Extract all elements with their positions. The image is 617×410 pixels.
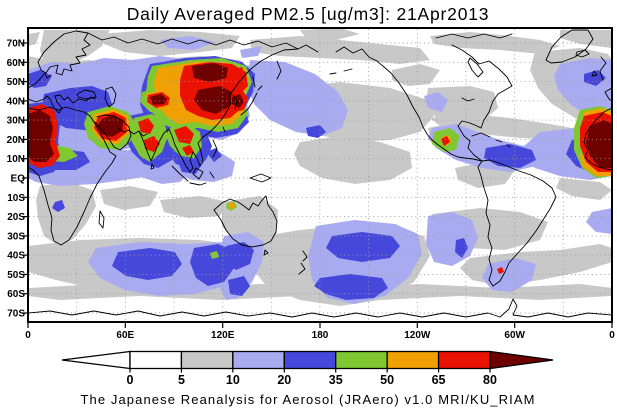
- colorbar-tick-label: 20: [277, 373, 291, 387]
- lat-tick-label: 60N: [7, 58, 25, 69]
- colorbar-labels: 0 5 10 20 35 50 65 80: [127, 373, 497, 387]
- colorbar-tick-label: 5: [178, 373, 185, 387]
- lat-tick-label: 30S: [7, 231, 25, 242]
- axis-ticks: [22, 42, 613, 328]
- colorbar-segment: [386, 350, 440, 370]
- colorbar-segment: [437, 350, 491, 370]
- colorbar-segment: [129, 350, 183, 370]
- colorbar-tick-label: 80: [483, 373, 497, 387]
- colorbar-segment: [180, 350, 234, 370]
- colorbar-tick-label: 0: [127, 373, 134, 387]
- lat-tick-label: 10S: [7, 193, 25, 204]
- lon-tick-label: 0: [25, 330, 31, 341]
- colorbar-segment: [335, 350, 388, 370]
- source-caption: The Japanese Reanalysis for Aerosol (JRA…: [80, 392, 535, 407]
- lat-tick-label: 70S: [7, 309, 25, 320]
- lon-axis-labels: 0 60E 120E 180 120W 60W 0: [25, 330, 615, 341]
- pm-layer-over-80: [29, 63, 611, 168]
- colorbar-tick-label: 35: [329, 373, 343, 387]
- colorbar-segment: [283, 350, 337, 370]
- lon-tick-label: 120E: [211, 330, 235, 341]
- lon-tick-label: 180: [312, 330, 329, 341]
- lat-tick-label: EQ: [11, 174, 26, 185]
- colorbar-tick-label: 10: [226, 373, 240, 387]
- lat-axis-labels: 70N 60N 50N 40N 30N 20N 10N EQ 10S 20S 3…: [7, 39, 26, 320]
- colorbar-ticks: [129, 368, 491, 373]
- figure-title: Daily Averaged PM2.5 [ug/m3]: 21Apr2013: [127, 4, 490, 24]
- map-shading: [29, 29, 611, 321]
- lon-tick-label: 60E: [116, 330, 134, 341]
- colorbar-segment: [232, 350, 285, 370]
- lon-tick-label: 120W: [404, 330, 431, 341]
- lon-tick-label: 0: [609, 330, 615, 341]
- lat-tick-label: 40S: [7, 251, 25, 262]
- colorbar-tick-label: 50: [380, 373, 394, 387]
- colorbar-above-max-arrow: [489, 350, 554, 370]
- lat-tick-label: 50S: [7, 270, 25, 281]
- lat-tick-label: 20S: [7, 212, 25, 223]
- lat-tick-label: 30N: [7, 116, 25, 127]
- colorbar: 0 5 10 20 35 50 65 80: [61, 350, 554, 387]
- lat-tick-label: 50N: [7, 77, 25, 88]
- lat-tick-label: 40N: [7, 96, 25, 107]
- coastlines: [29, 29, 611, 318]
- lat-tick-label: 20N: [7, 135, 25, 146]
- colorbar-tick-label: 65: [432, 373, 446, 387]
- lon-tick-label: 60W: [504, 330, 525, 341]
- lat-tick-label: 70N: [7, 39, 25, 50]
- lat-tick-label: 10N: [7, 154, 25, 165]
- colorbar-below-min-arrow: [61, 350, 131, 370]
- lat-tick-label: 60S: [7, 289, 25, 300]
